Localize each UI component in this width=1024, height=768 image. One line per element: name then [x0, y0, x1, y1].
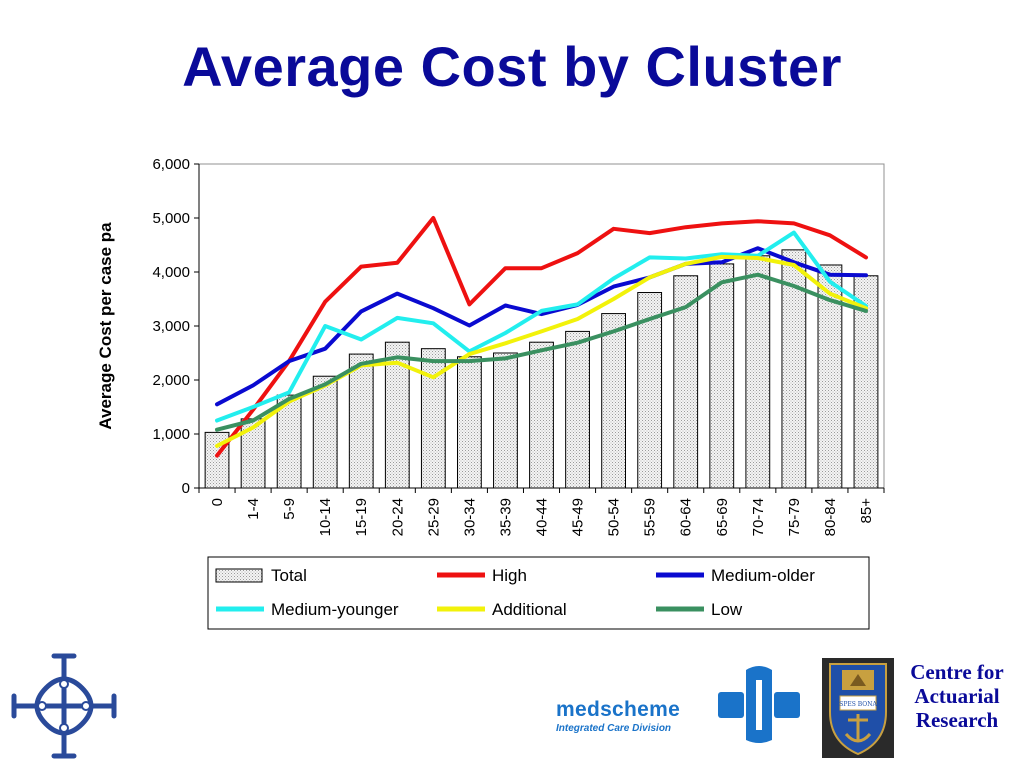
medscheme-logo-tagline: Integrated Care Division: [556, 723, 672, 734]
university-crest-icon: SPES BONA: [822, 658, 894, 758]
x-tick-label: 35-39: [497, 498, 514, 536]
x-axis: 0 1-4 5-9 10-14 15-19 20-24 25-29 30-34 35-39 40-…: [198, 487, 885, 536]
legend: Total High Medium-older Medium-younger Addit…: [207, 556, 870, 630]
x-tick-label: 70-74: [750, 498, 767, 536]
legend-label: Low: [711, 600, 743, 619]
x-tick-label: 55-59: [642, 498, 659, 536]
x-tick-label: 1-4: [245, 498, 262, 520]
bar-total: [601, 313, 627, 489]
x-tick-label: 50-54: [606, 498, 623, 536]
bar-total: [565, 330, 590, 489]
x-tick-label: 60-64: [678, 498, 695, 536]
x-tick-label: 75-79: [786, 498, 803, 536]
bar-total: [637, 292, 663, 489]
crest-book-text: SPES BONA: [839, 701, 877, 708]
legend-item-medium-younger: Medium-younger: [216, 600, 399, 619]
y-axis: 0 1,000 2,000 3,000 4,000 5,000 6,000: [152, 156, 200, 497]
bar-total: [745, 255, 771, 489]
bar-total: [348, 353, 374, 489]
medscheme-logo-name: medscheme: [556, 698, 681, 721]
x-tick-label: 0: [209, 498, 226, 506]
bar-total: [276, 394, 302, 489]
bar-total: [673, 275, 699, 489]
legend-item-additional: Additional: [437, 600, 567, 619]
y-tick-label: 2,000: [152, 372, 190, 389]
line-series-high: [215, 216, 868, 458]
bar-total: [312, 375, 338, 489]
bar-total: [493, 352, 518, 489]
bar-total: [529, 341, 554, 489]
y-tick-label: 1,000: [152, 426, 190, 443]
x-tick-label: 30-34: [461, 498, 478, 536]
x-tick-label: 20-24: [389, 498, 406, 536]
x-tick-label: 15-19: [353, 498, 370, 536]
legend-label: High: [492, 566, 527, 585]
x-tick-label: 80-84: [822, 498, 839, 536]
x-tick-label: 45-49: [570, 498, 587, 536]
y-tick-label: 4,000: [152, 264, 190, 281]
legend-label: Total: [271, 566, 307, 585]
bar-total: [781, 249, 807, 489]
car-line-1: Centre for: [910, 660, 1004, 684]
car-line-3: Research: [915, 708, 999, 732]
legend-box: [207, 556, 870, 630]
car-line-2: Actuarial: [914, 684, 1000, 708]
legend-swatch: [215, 568, 263, 583]
line-series-medium-older: [215, 246, 868, 407]
legend-label: Additional: [492, 600, 567, 619]
x-tick-label: 65-69: [714, 498, 731, 536]
legend-item-medium-older: Medium-older: [656, 566, 815, 585]
line-series-low: [215, 272, 868, 432]
bar-total: [384, 341, 410, 489]
bar-total: [420, 348, 446, 489]
y-tick-label: 3,000: [152, 318, 190, 335]
legend-item-low: Low: [656, 600, 743, 619]
cross-emblem-icon: [11, 653, 117, 759]
x-tick-label: 85+: [858, 498, 875, 524]
bar-total: [456, 356, 482, 489]
x-tick-label: 5-9: [281, 498, 298, 520]
legend-item-total: Total: [215, 566, 307, 585]
legend-label: Medium-younger: [271, 600, 399, 619]
bar-total: [817, 264, 843, 489]
bar-series-total: [204, 249, 879, 489]
x-tick-label: 25-29: [425, 498, 442, 536]
x-tick-label: 40-44: [534, 498, 551, 536]
x-tick-label: 10-14: [317, 498, 334, 536]
page-title: Average Cost by Cluster: [182, 35, 842, 98]
bar-total: [709, 263, 735, 489]
centre-actuarial-research-text: Centre for Actuarial Research: [897, 660, 1017, 732]
legend-item-high: High: [437, 566, 527, 585]
line-series-medium-younger: [215, 230, 868, 423]
line-series-group: [215, 216, 868, 458]
y-tick-label: 5,000: [152, 210, 190, 227]
y-tick-label: 6,000: [152, 156, 190, 173]
y-tick-label: 0: [182, 480, 190, 497]
y-axis-label: Average Cost per case pa: [96, 222, 115, 430]
medscheme-mark-icon: [718, 666, 800, 743]
legend-label: Medium-older: [711, 566, 815, 585]
